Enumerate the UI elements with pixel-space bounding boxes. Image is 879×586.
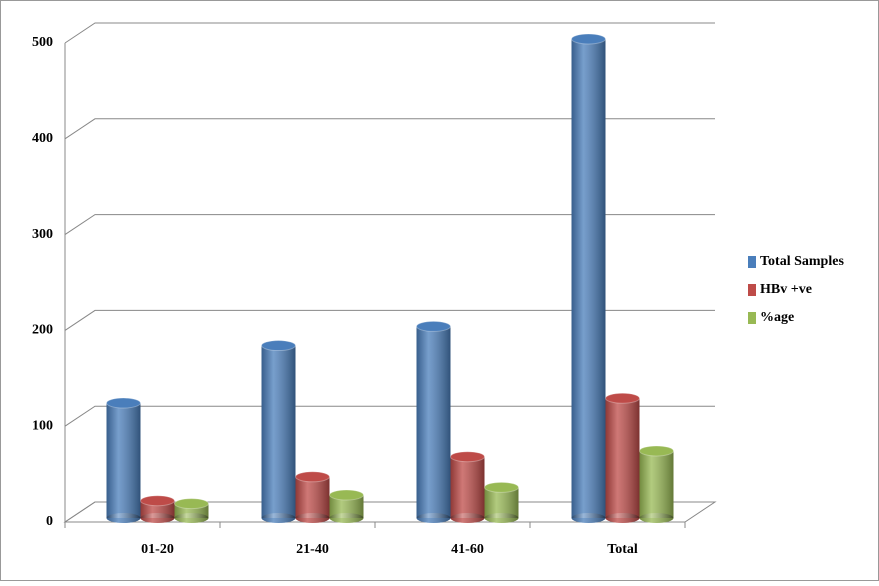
bar [571, 33, 606, 523]
bar-part [416, 513, 451, 523]
grid-line [64, 405, 715, 427]
bar-part [295, 471, 330, 483]
bar [416, 320, 451, 523]
legend-swatch [748, 312, 756, 324]
bar-part [295, 476, 330, 518]
bar-part [605, 513, 640, 523]
x-tick-label: 21-40 [296, 542, 329, 557]
y-tick-label: 300 [32, 227, 53, 242]
bar-part [450, 513, 485, 523]
bar [484, 481, 519, 523]
bar [106, 397, 141, 523]
y-tick-label: 200 [32, 323, 53, 338]
bar [605, 392, 640, 523]
bar-part [571, 39, 606, 518]
bar-part [261, 513, 296, 523]
bar [639, 445, 674, 523]
bar-part [416, 320, 451, 332]
bar-part [416, 326, 451, 518]
bar-part [140, 513, 175, 523]
bar-part [639, 445, 674, 457]
bar-part [106, 397, 141, 409]
grid-line [64, 309, 715, 331]
bar-part [605, 392, 640, 404]
y-tick-label: 400 [32, 131, 53, 146]
x-tick-label: 01-20 [141, 542, 174, 557]
bar [174, 498, 209, 523]
bar-part [571, 33, 606, 45]
grid-line [64, 22, 715, 44]
bar [261, 340, 296, 523]
bar-part [329, 495, 364, 518]
bar-part [639, 513, 674, 523]
legend-label: HBv +ve [760, 282, 812, 297]
bar-part [174, 498, 209, 510]
x-tick-label: 41-60 [451, 542, 484, 557]
bar [140, 495, 175, 523]
bar-part [450, 451, 485, 463]
y-tick-label: 0 [46, 514, 53, 529]
bar-part [571, 513, 606, 523]
bar-part [484, 487, 519, 518]
bar-part [174, 513, 209, 523]
bar-part [484, 481, 519, 493]
bar-part [450, 456, 485, 518]
bar-part [261, 340, 296, 352]
bar [450, 451, 485, 523]
grid-line [64, 214, 715, 236]
legend-swatch [748, 284, 756, 296]
x-tick-label: Total [607, 542, 638, 557]
bar-part [484, 513, 519, 523]
bar-part [329, 489, 364, 501]
y-tick-label: 100 [32, 418, 53, 433]
bar-part [261, 345, 296, 518]
bar [329, 489, 364, 523]
bar-part [295, 513, 330, 523]
bar-part [329, 513, 364, 523]
bar-part [605, 398, 640, 518]
bar-part [639, 450, 674, 518]
grid-line [64, 118, 715, 140]
bar-part [106, 513, 141, 523]
bar [295, 471, 330, 523]
bar-part [140, 495, 175, 507]
bar-part [106, 403, 141, 518]
legend-swatch [748, 256, 756, 268]
legend-label: Total Samples [760, 254, 844, 269]
legend-label: %age [760, 310, 794, 325]
y-tick-label: 500 [32, 35, 53, 50]
